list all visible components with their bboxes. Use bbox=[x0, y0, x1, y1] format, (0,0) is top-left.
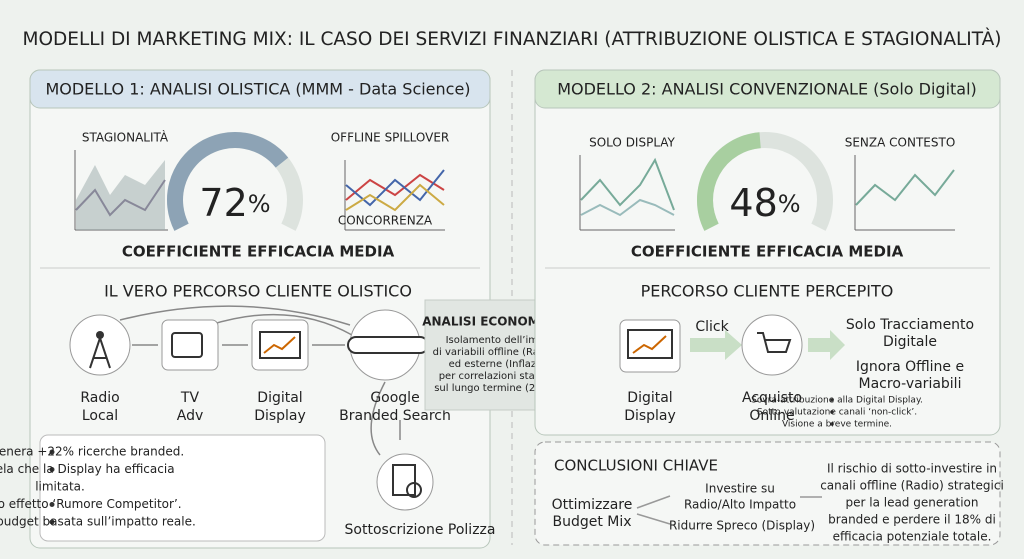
node-label: Acquisto bbox=[742, 390, 802, 406]
panel-title: MODELLO 2: ANALISI CONVENZIONALE (Solo D… bbox=[557, 80, 977, 99]
node-label: Display bbox=[624, 408, 676, 424]
risk-line: canali offline (Radio) strategici bbox=[820, 479, 1004, 493]
note: Digitale bbox=[883, 334, 937, 350]
branch-arrows bbox=[636, 495, 671, 525]
bullet-text: Sovra-attribuzione alla Digital Display. bbox=[751, 396, 923, 406]
flow-arrows bbox=[119, 305, 401, 456]
panel-header bbox=[29, 69, 491, 109]
gauge: 72% bbox=[167, 132, 303, 231]
chart-label: OFFLINE SPILLOVER bbox=[331, 131, 450, 145]
note: Ignora Offline e bbox=[856, 359, 964, 375]
gauge-label: COEFFICIENTE EFFICACIA MEDIA bbox=[631, 243, 904, 261]
bridge-line: Isolamento dell’impatto bbox=[446, 335, 565, 346]
node-label: Online bbox=[749, 408, 794, 424]
icon-policy bbox=[376, 453, 434, 511]
node-label: Local bbox=[82, 408, 118, 424]
mini-chart bbox=[579, 155, 955, 231]
bullet-text: MMM rivela che la Display ha efficacia bbox=[0, 462, 175, 476]
node-label: Sottoscrizione Polizza bbox=[345, 522, 496, 538]
chart-label: STAGIONALITÀ bbox=[82, 130, 169, 145]
gauge-unit: % bbox=[248, 190, 271, 218]
bullet-text: Sotto-valutazione canali ‘non-click’. bbox=[757, 408, 917, 418]
bullet-dot bbox=[830, 422, 834, 426]
section-title: IL VERO PERCORSO CLIENTE OLISTICO bbox=[104, 282, 412, 301]
bullet-text: Isolamento effetto ‘Rumore Competitor’. bbox=[0, 497, 182, 511]
chart-label: CONCORRENZA bbox=[338, 214, 433, 228]
bridge-line: per correlazioni statistiche bbox=[439, 371, 572, 382]
gauge-number: 72% bbox=[199, 181, 270, 225]
risk-text: Il rischio di sotto-investire in canali o… bbox=[820, 462, 1004, 544]
bullet-dot bbox=[830, 398, 834, 402]
node-label: Digital bbox=[627, 390, 672, 406]
node-label: TV bbox=[180, 390, 200, 406]
risk-line: branded e perdere il 18% di bbox=[828, 513, 996, 527]
bullet-dot bbox=[49, 449, 55, 455]
icon-radio bbox=[69, 314, 131, 376]
arrow bbox=[808, 330, 845, 360]
gauge-value bbox=[697, 132, 762, 231]
bullet-box bbox=[39, 434, 326, 542]
node-label: Adv bbox=[177, 408, 204, 424]
bullet-list: La Radio genera +22% ricerche branded. MM… bbox=[0, 445, 196, 529]
bullet-text: Visione a breve termine. bbox=[782, 420, 892, 430]
bridge-line: di variabili offline (Radio, TV) bbox=[433, 347, 578, 358]
option: Investire su bbox=[705, 482, 775, 496]
conclusions-title: CONCLUSIONI CHIAVE bbox=[554, 457, 718, 475]
title: MODELLI DI MARKETING MIX: IL CASO DEI SE… bbox=[23, 28, 1002, 50]
mini-chart bbox=[74, 150, 445, 231]
arrow bbox=[690, 330, 742, 360]
gauge-value bbox=[167, 132, 289, 231]
node-label: Display bbox=[254, 408, 306, 424]
bridge-line: ed esterne (Inflazione) bbox=[449, 359, 562, 370]
bullet-text: limitata. bbox=[35, 480, 85, 494]
bridge-line: sul lungo termine (24 mesi). bbox=[434, 383, 576, 394]
panel-header bbox=[534, 69, 1001, 109]
bullet-text: La Radio genera +22% ricerche branded. bbox=[0, 445, 184, 459]
bullet-list: Sovra-attribuzione alla Digital Display.… bbox=[751, 396, 923, 430]
start-node: Ottimizzare bbox=[552, 497, 633, 513]
gauge: 48% bbox=[697, 132, 833, 231]
bullet-text: Allocazione budget basata sull’impatto r… bbox=[0, 515, 196, 529]
risk-line: per la lead generation bbox=[845, 496, 978, 510]
conclusions-box bbox=[534, 441, 1001, 546]
click-label: Click bbox=[695, 319, 729, 335]
gauge-unit: % bbox=[778, 190, 801, 218]
bullet-dot bbox=[830, 410, 834, 414]
bullet-dot bbox=[49, 502, 55, 507]
bullet-dot bbox=[49, 467, 55, 472]
chart-label: SENZA CONTESTO bbox=[845, 136, 956, 150]
node-label: Radio bbox=[80, 390, 119, 406]
option: Ridurre Spreco (Display) bbox=[669, 519, 815, 533]
gauge-value-text: 48 bbox=[729, 181, 777, 225]
node-label: Google bbox=[370, 390, 419, 406]
risk-line: efficacia potenziale totale. bbox=[833, 530, 992, 544]
bullet-dot bbox=[49, 519, 55, 525]
icon-display bbox=[619, 319, 681, 373]
option: Radio/Alto Impatto bbox=[684, 498, 796, 512]
start-node: Budget Mix bbox=[552, 514, 631, 530]
note: Macro-variabili bbox=[859, 376, 962, 392]
note: Solo Tracciamento bbox=[846, 317, 974, 333]
section-title: PERCORSO CLIENTE PERCEPITO bbox=[641, 282, 894, 301]
risk-line: Il rischio di sotto-investire in bbox=[827, 462, 997, 476]
node-label: Digital bbox=[257, 390, 302, 406]
chart-label: SOLO DISPLAY bbox=[589, 136, 675, 150]
gauge-value-text: 72 bbox=[199, 181, 247, 225]
node-label: Branded Search bbox=[339, 408, 451, 424]
icon-tv bbox=[161, 319, 219, 371]
icon-search bbox=[347, 309, 429, 381]
gauge-label: COEFFICIENTE EFFICACIA MEDIA bbox=[122, 243, 395, 261]
icon-cart bbox=[741, 314, 803, 376]
panel-title: MODELLO 1: ANALISI OLISTICA (MMM - Data … bbox=[45, 80, 470, 99]
gauge-number: 48% bbox=[729, 181, 800, 225]
icon-display bbox=[251, 319, 309, 371]
